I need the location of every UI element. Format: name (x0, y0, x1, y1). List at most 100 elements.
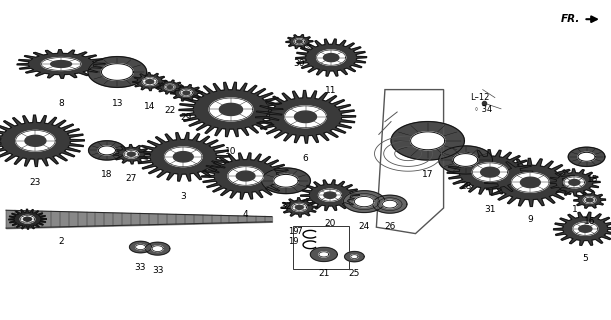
Polygon shape (167, 86, 173, 88)
Polygon shape (295, 111, 316, 123)
Polygon shape (296, 39, 367, 76)
Text: 18: 18 (101, 170, 112, 179)
Text: 11: 11 (326, 86, 337, 95)
Polygon shape (101, 64, 133, 80)
Polygon shape (411, 132, 445, 150)
Text: 1: 1 (571, 205, 577, 214)
Polygon shape (219, 103, 243, 116)
Text: 27: 27 (126, 174, 137, 183)
Polygon shape (0, 115, 84, 166)
Polygon shape (133, 73, 167, 91)
Text: 22: 22 (164, 106, 175, 115)
Polygon shape (130, 241, 152, 253)
Polygon shape (568, 147, 605, 166)
Polygon shape (228, 167, 263, 185)
Text: 8: 8 (58, 99, 64, 108)
Polygon shape (569, 180, 580, 185)
Text: 21: 21 (318, 269, 329, 278)
Text: 31: 31 (485, 205, 496, 214)
Polygon shape (180, 90, 192, 96)
Polygon shape (554, 212, 611, 245)
Polygon shape (354, 196, 374, 207)
Polygon shape (25, 135, 46, 146)
Polygon shape (481, 167, 499, 177)
Polygon shape (124, 150, 139, 158)
Polygon shape (485, 158, 576, 206)
Text: 15: 15 (587, 175, 598, 184)
Polygon shape (20, 215, 35, 223)
Text: 9: 9 (527, 215, 533, 224)
Polygon shape (324, 192, 336, 198)
Polygon shape (319, 252, 329, 257)
Polygon shape (255, 91, 356, 143)
Text: 26: 26 (384, 222, 395, 231)
Text: 24: 24 (359, 222, 370, 231)
Polygon shape (310, 247, 337, 261)
Polygon shape (16, 131, 55, 151)
Bar (293, 226, 349, 269)
Polygon shape (574, 192, 606, 208)
Polygon shape (373, 195, 407, 213)
Polygon shape (472, 163, 508, 181)
Polygon shape (521, 177, 540, 188)
Polygon shape (343, 191, 385, 212)
Text: 20: 20 (324, 219, 335, 228)
Polygon shape (453, 154, 478, 166)
Polygon shape (202, 153, 290, 199)
Polygon shape (152, 246, 163, 252)
Polygon shape (98, 146, 115, 155)
Polygon shape (301, 180, 359, 211)
Polygon shape (174, 152, 193, 162)
Polygon shape (297, 40, 302, 43)
Polygon shape (587, 198, 593, 202)
Polygon shape (351, 255, 358, 259)
Polygon shape (236, 171, 255, 181)
Polygon shape (382, 200, 397, 208)
Polygon shape (262, 168, 310, 194)
Polygon shape (292, 204, 307, 211)
Text: 19: 19 (288, 227, 298, 236)
Text: 3: 3 (180, 192, 186, 201)
Text: 29: 29 (181, 113, 192, 122)
Text: FR.: FR. (561, 14, 580, 24)
Text: L–12: L–12 (470, 93, 490, 102)
Polygon shape (113, 145, 150, 164)
Text: 6: 6 (302, 154, 309, 163)
Polygon shape (89, 141, 125, 160)
Polygon shape (17, 50, 105, 78)
Polygon shape (88, 57, 147, 87)
Polygon shape (128, 152, 135, 156)
Text: 17: 17 (422, 170, 433, 179)
Polygon shape (145, 242, 170, 255)
Polygon shape (183, 91, 189, 94)
Text: 5: 5 (582, 254, 588, 263)
Polygon shape (146, 80, 153, 84)
Polygon shape (142, 78, 157, 85)
Text: 10: 10 (225, 147, 236, 156)
Text: 19: 19 (288, 237, 298, 246)
Text: 23: 23 (30, 178, 41, 187)
Polygon shape (42, 58, 81, 70)
Text: 32: 32 (280, 202, 291, 211)
Polygon shape (136, 244, 145, 250)
Polygon shape (573, 222, 598, 235)
Polygon shape (170, 85, 202, 101)
Polygon shape (579, 225, 592, 232)
Text: 33: 33 (135, 263, 146, 272)
Polygon shape (137, 132, 230, 181)
Polygon shape (286, 35, 313, 49)
Text: 14: 14 (144, 102, 155, 111)
Polygon shape (24, 217, 31, 221)
Text: 28: 28 (460, 182, 471, 191)
Polygon shape (179, 82, 283, 137)
Polygon shape (281, 198, 318, 217)
Polygon shape (391, 122, 464, 160)
Polygon shape (549, 169, 600, 196)
Text: ◦ 34: ◦ 34 (474, 105, 492, 114)
Text: 7: 7 (296, 227, 302, 236)
Polygon shape (578, 152, 595, 161)
Polygon shape (323, 53, 339, 62)
Text: 25: 25 (349, 269, 360, 278)
Polygon shape (316, 50, 346, 65)
Text: 16: 16 (584, 217, 595, 226)
